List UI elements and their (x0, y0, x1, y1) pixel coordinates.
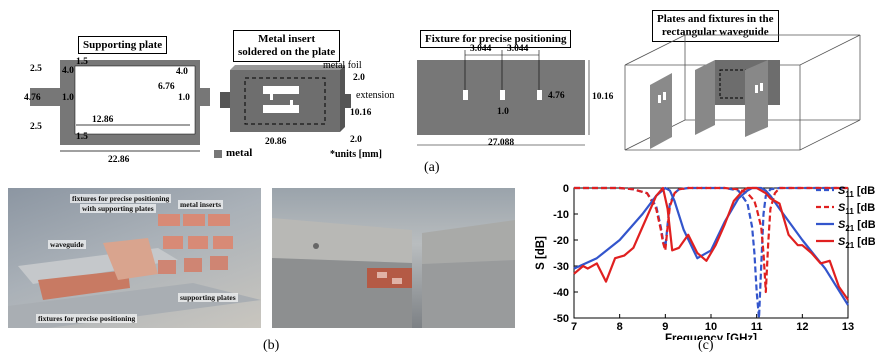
legend-label-1: S11 [dB] (838, 202, 875, 216)
x-tick-label: 13 (842, 321, 854, 333)
dim-1-0-left: 1.0 (62, 93, 74, 103)
y-tick-label: -50 (553, 313, 569, 325)
dim-22-86: 22.86 (108, 155, 130, 165)
dim-6-76: 6.76 (158, 82, 175, 92)
dim-27-088: 27.088 (488, 138, 515, 148)
dim-4-76: 4.76 (24, 93, 41, 103)
x-tick-label: 10 (705, 321, 717, 333)
dim-2-0-bottom: 2.0 (350, 135, 362, 145)
dim-20-86: 20.86 (265, 137, 287, 147)
dim-4-76-fixture: 4.76 (548, 91, 565, 101)
dim-1-0-right: 1.0 (178, 93, 190, 103)
metal-insert-diagram (220, 65, 351, 132)
chart-lines (573, 186, 849, 320)
note-fixtures-plates-2: with supporting plates (80, 204, 156, 213)
waveguide-diagram (624, 34, 861, 151)
y-tick-label: -30 (553, 261, 569, 273)
series-line-3 (573, 186, 849, 301)
dim-1-5-top: 1.5 (76, 57, 88, 67)
dim-2-0-top: 2.0 (353, 73, 365, 83)
note-supporting-plates: supporting plates (178, 293, 238, 302)
metal-insert-title: Metal insert soldered on the plate (233, 30, 341, 62)
legend-label-3: S21 [dB] (838, 236, 875, 250)
photo-2-drawing (272, 218, 515, 328)
dim-10-16-insert: 10.16 (350, 108, 372, 118)
fixture-title: Fixture for precise positioning (420, 30, 572, 48)
dim-3-044-left: 3.044 (470, 44, 492, 54)
series-line-1 (574, 186, 848, 294)
dim-2-5-bottom: 2.5 (30, 122, 42, 132)
y-tick-label: -20 (553, 235, 569, 247)
y-tick-label: -10 (553, 209, 569, 221)
legend-label-0: S11 [dB] (838, 185, 875, 199)
dim-12-86: 12.86 (92, 115, 114, 125)
note-waveguide: waveguide (48, 240, 86, 249)
label-a: (a) (424, 160, 440, 175)
dim-1-0-fixture: 1.0 (497, 107, 509, 117)
x-tick-label: 9 (662, 321, 668, 333)
y-axis-label: S [dB] (535, 236, 547, 270)
dim-4-0-left: 4.0 (62, 66, 74, 76)
metal-insert-title-line1: Metal insert (258, 33, 316, 45)
dim-2-5-top: 2.5 (30, 64, 42, 74)
dim-1-5-bottom: 1.5 (76, 132, 88, 142)
label-b: (b) (263, 338, 280, 353)
supporting-plate-diagram (30, 60, 210, 152)
label-c: (c) (698, 338, 714, 353)
s-parameter-chart: 7 8 9 10 11 12 13 0 -10 -20 -30 -40 -50 Frequency [GH… (535, 183, 875, 340)
photo-2 (272, 188, 515, 328)
supporting-plate-title: Supporting plate (78, 36, 168, 54)
note-metal-inserts: metal inserts (178, 200, 224, 209)
metal-legend-swatch (214, 150, 222, 158)
metal-foil-label: metal foil (323, 60, 362, 71)
fixture-diagram (417, 50, 590, 146)
x-tick-label: 8 (617, 321, 623, 333)
metal-legend-label: metal (226, 147, 253, 159)
waveguide-title-line1: Plates and fixtures in the (657, 13, 774, 25)
chart-legend: S11 [dB] S11 [dB] S21 [dB] S21 [dB] (816, 185, 875, 250)
note-fixtures-precise: fixtures for precise positioning (36, 314, 138, 323)
metal-insert-title-line2: soldered on the plate (238, 46, 336, 58)
x-axis-label: Frequency [GHz] (665, 333, 757, 340)
y-tick-label: -40 (553, 287, 569, 299)
dim-4-0-right: 4.0 (176, 67, 188, 77)
photo-1: fixtures for precise positioning with su… (8, 188, 261, 328)
note-fixtures-plates-1: fixtures for precise positioning (70, 194, 172, 203)
legend-label-2: S21 [dB] (838, 219, 875, 233)
dim-10-16-fixture: 10.16 (592, 92, 614, 102)
units-note: *units [mm] (330, 149, 382, 160)
x-tick-label: 7 (571, 321, 577, 333)
dim-3-044-right: 3.044 (507, 44, 529, 54)
x-tick-label: 11 (751, 321, 763, 333)
chart-axes: 7 8 9 10 11 12 13 0 -10 -20 -30 -40 -50 Frequency [GH… (535, 183, 854, 340)
series-line-2 (573, 186, 849, 306)
x-tick-label: 12 (796, 321, 808, 333)
y-tick-label: 0 (563, 183, 569, 195)
extension-label: extension (356, 90, 395, 101)
